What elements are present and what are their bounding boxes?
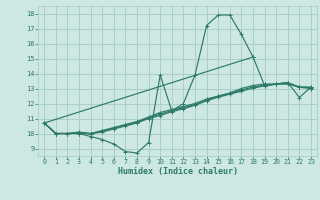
X-axis label: Humidex (Indice chaleur): Humidex (Indice chaleur) [118,167,238,176]
